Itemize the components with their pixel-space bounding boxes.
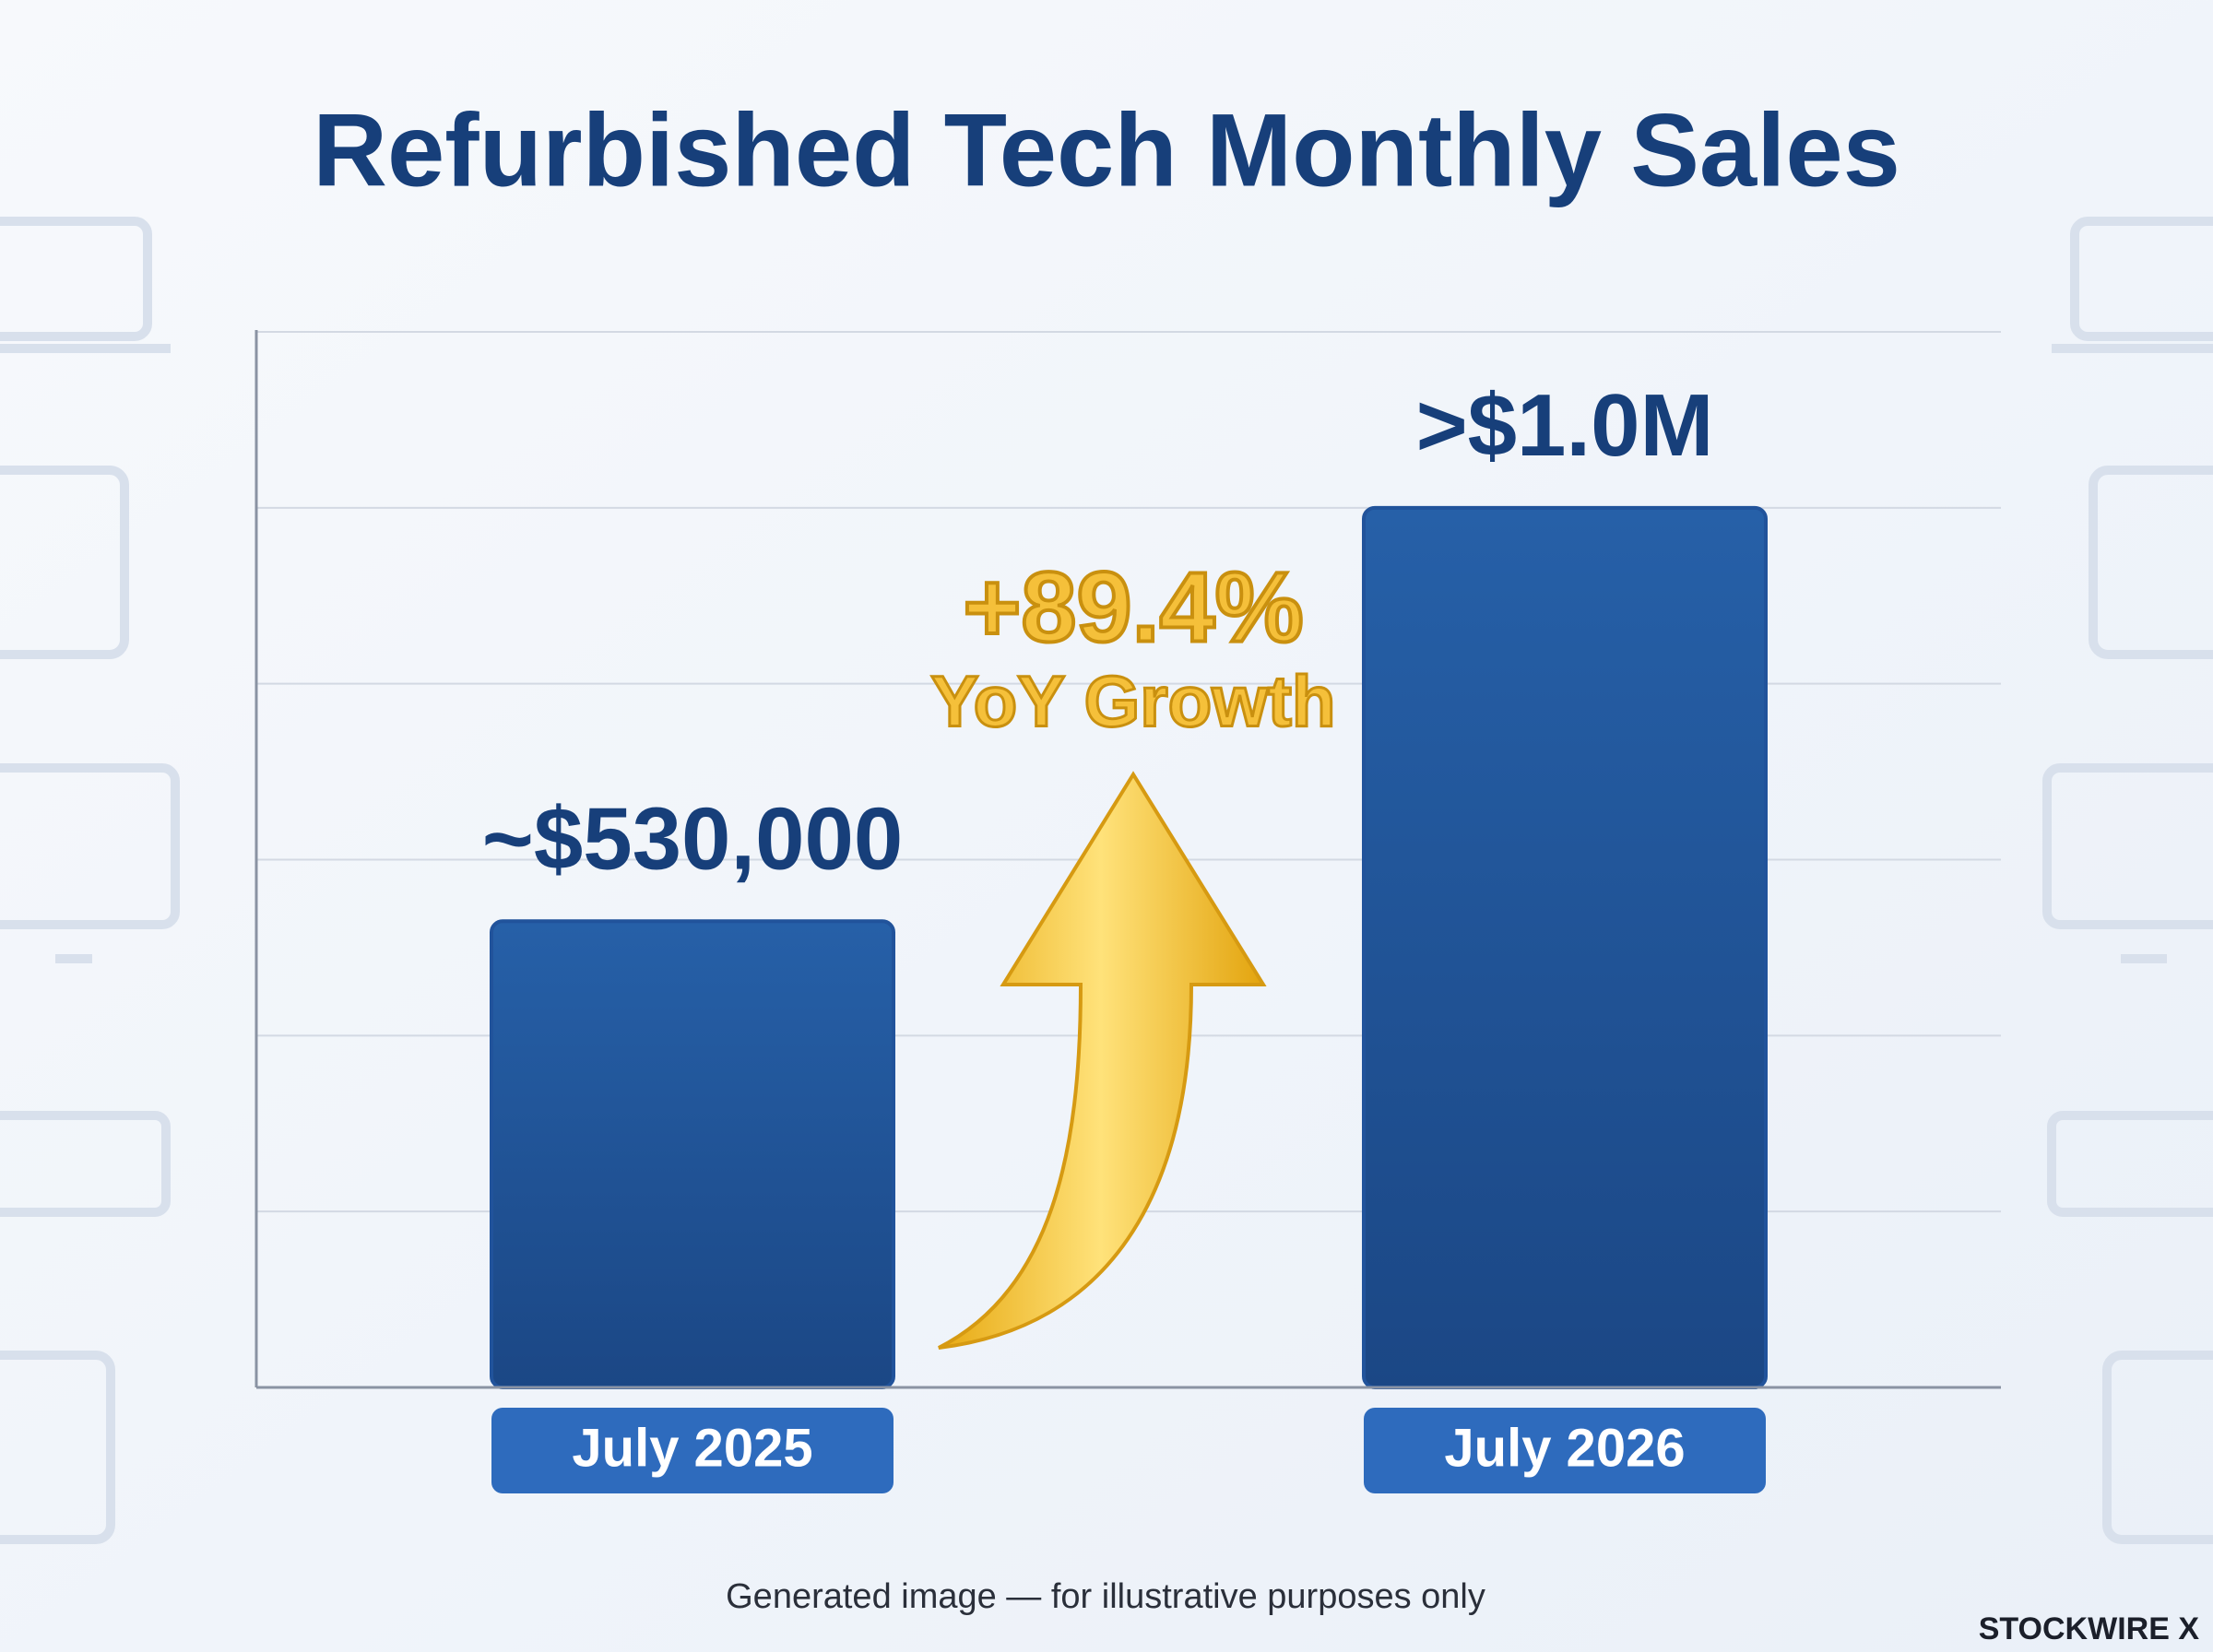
- x-tick-label: July 2025: [572, 1418, 812, 1478]
- x-tick-label: July 2026: [1444, 1418, 1685, 1478]
- growth-label: YoY Growth: [930, 661, 1335, 742]
- growth-arrow: [938, 771, 1267, 1350]
- value-label: >$1.0M: [1416, 376, 1714, 475]
- decorative-icons: [0, 217, 2213, 1544]
- plot-area: ~$530,000 >$1.0M July 2025 July 2026: [254, 330, 2001, 1493]
- chart-title: Refurbished Tech Monthly Sales: [313, 93, 1900, 208]
- bar: [490, 919, 895, 1390]
- category-pill: [1364, 1408, 1766, 1493]
- bar: [1362, 505, 1768, 1389]
- footer-note: Generated image — for illustrative purpo…: [726, 1577, 1485, 1616]
- growth-percent: +89.4%: [963, 551, 1303, 663]
- brand: STOCKWIRE X: [1979, 1611, 2200, 1646]
- value-label: ~$530,000: [482, 790, 903, 889]
- category-pill: [491, 1408, 893, 1493]
